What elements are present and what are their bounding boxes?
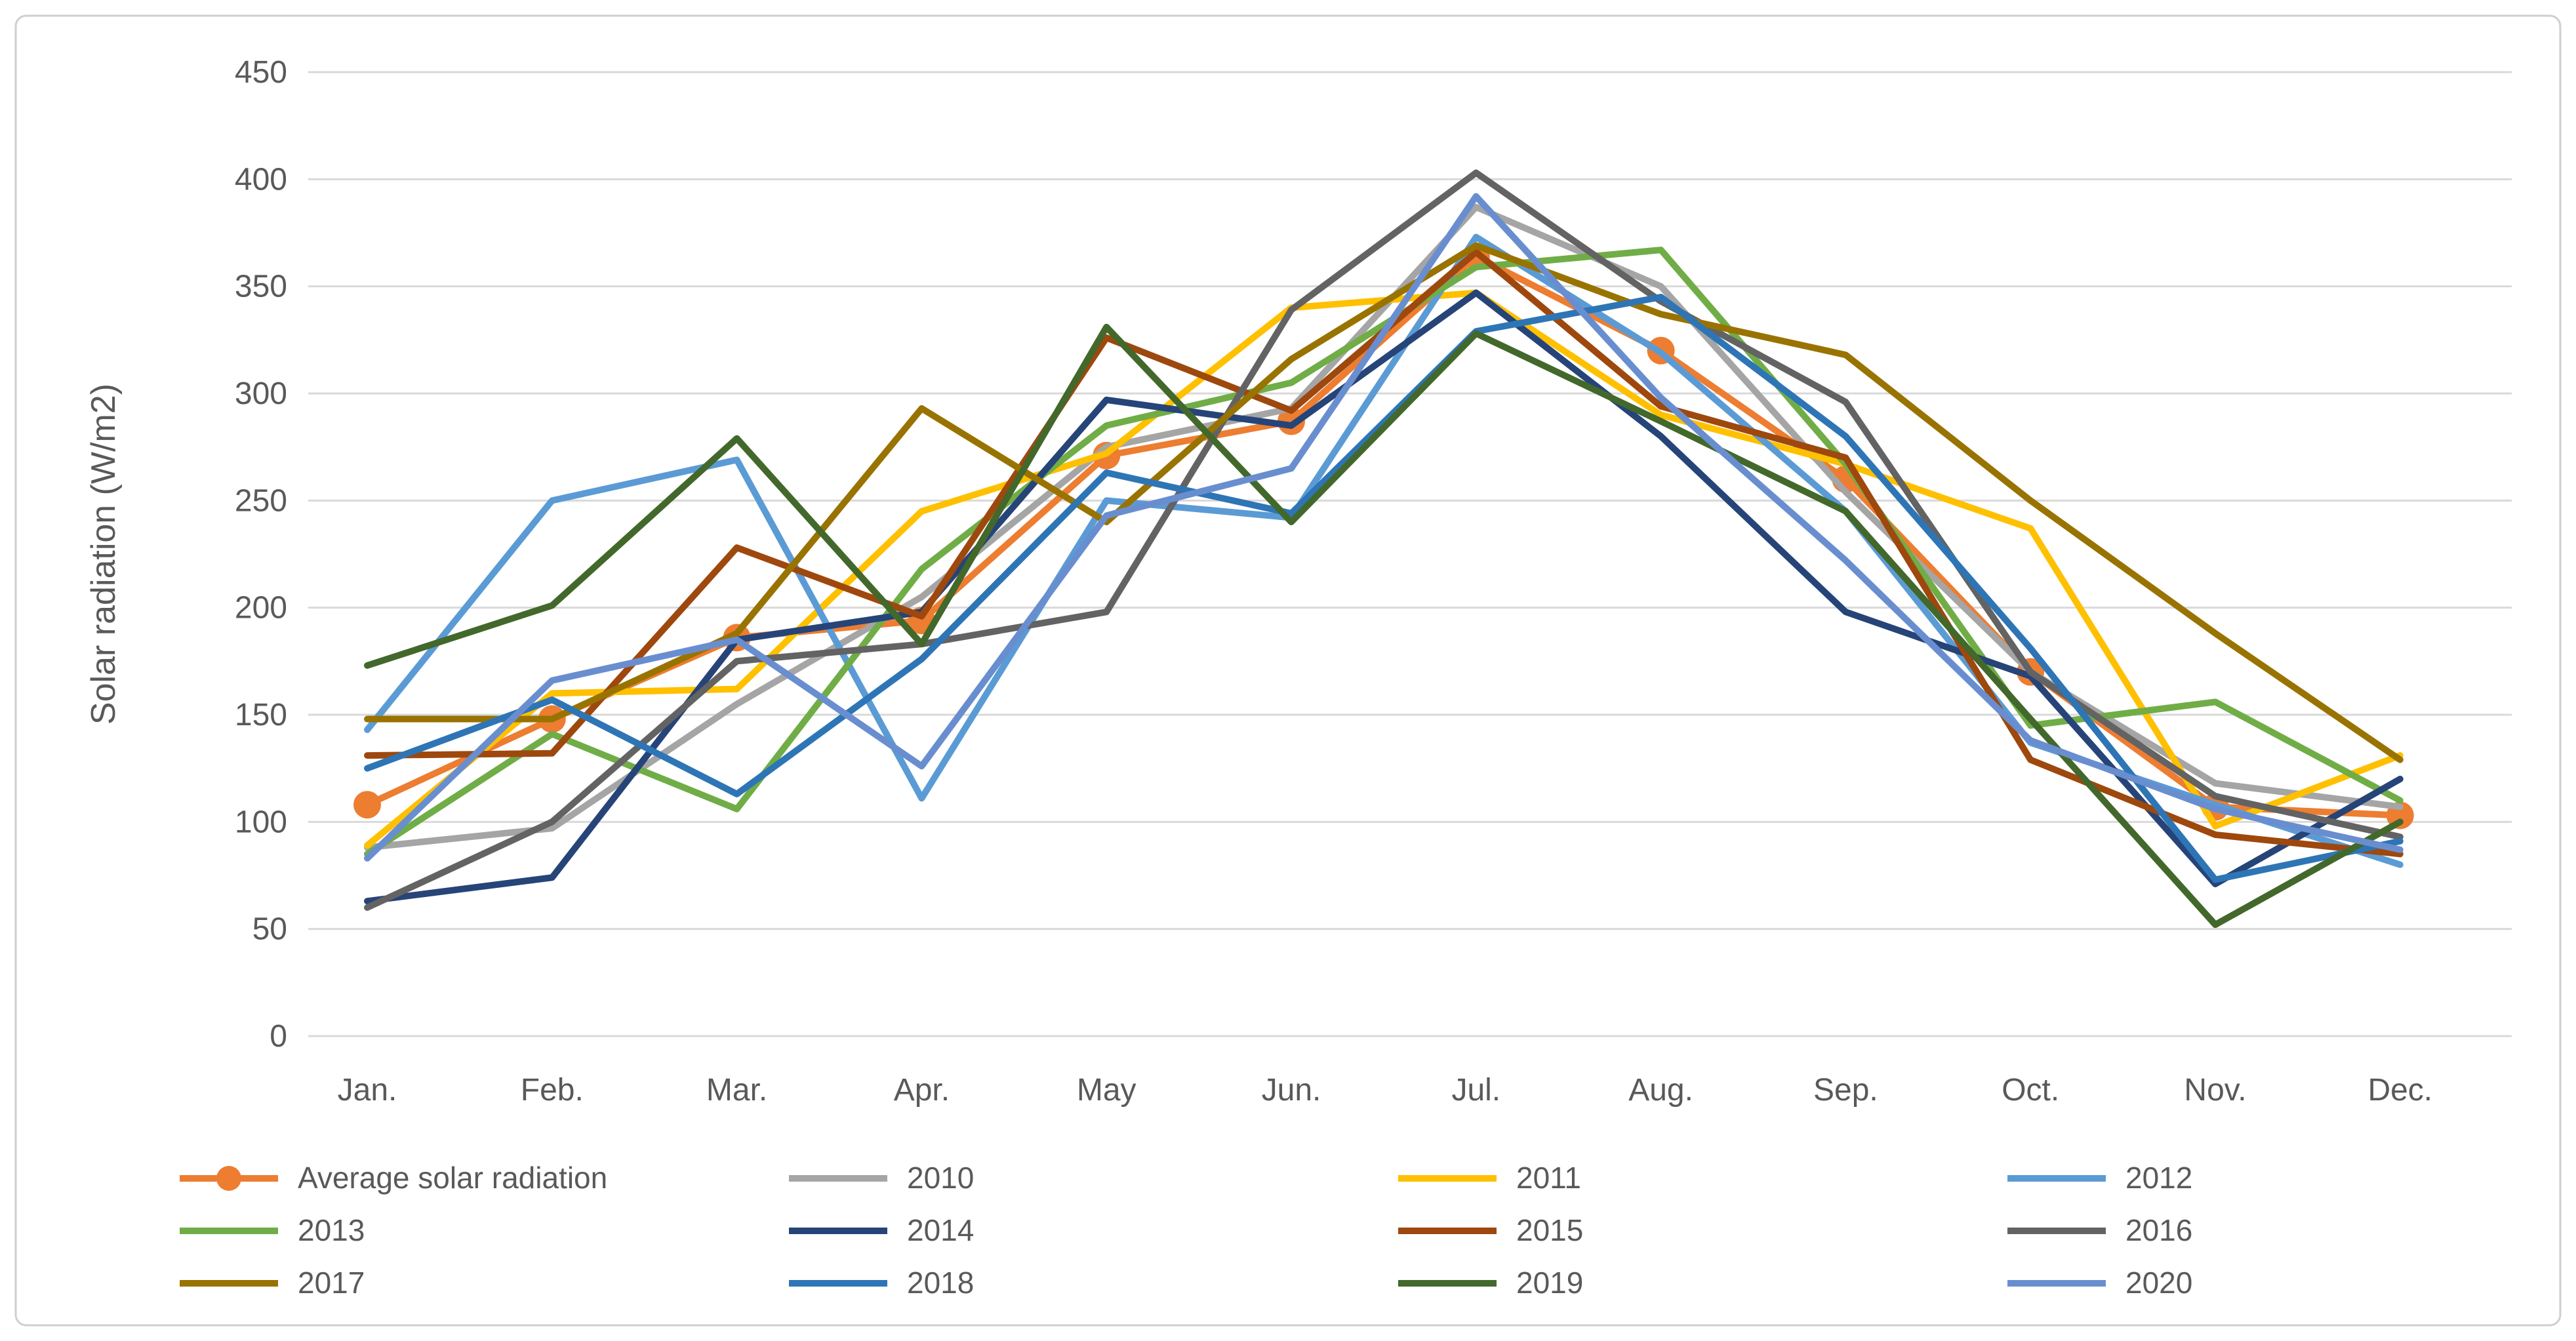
series-line-2014 <box>364 289 2404 905</box>
x-tick-label: May <box>1077 1073 1137 1108</box>
y-tick-label: 350 <box>235 270 287 304</box>
series-marker-average-solar-radiation <box>1278 407 1305 435</box>
legend-label-2019: 2019 <box>1516 1266 1583 1300</box>
x-tick-label: Dec. <box>2367 1073 2432 1108</box>
x-tick-label: Jul. <box>1451 1073 1500 1108</box>
legend-label-average-solar-radiation: Average solar radiation <box>298 1161 607 1195</box>
legend-label-2011: 2011 <box>1516 1161 1581 1195</box>
y-tick-label: 250 <box>235 483 287 518</box>
figure-border <box>14 14 2562 1327</box>
series-line-2013 <box>364 247 2404 858</box>
x-tick-label: Aug. <box>1628 1073 1693 1108</box>
x-tick-label: Oct. <box>2002 1073 2059 1108</box>
legend-label-2016: 2016 <box>2125 1213 2192 1247</box>
x-tick-label: Jun. <box>1262 1073 1321 1108</box>
legend-label-2012: 2012 <box>2125 1161 2192 1195</box>
series-line-2020 <box>364 193 2404 862</box>
y-tick-label: 50 <box>252 912 287 947</box>
y-tick-label: 400 <box>235 162 287 197</box>
y-tick-label: 450 <box>235 55 287 90</box>
series-line-2016 <box>364 169 2404 911</box>
legend-label-2014: 2014 <box>907 1213 974 1247</box>
legend-label-2015: 2015 <box>1516 1213 1583 1247</box>
y-tick-label: 200 <box>235 591 287 626</box>
legend-label-2018: 2018 <box>907 1266 974 1300</box>
legend-label-2020: 2020 <box>2125 1266 2192 1300</box>
y-tick-label: 300 <box>235 376 287 411</box>
y-tick-label: 100 <box>235 805 287 839</box>
y-axis-title: Solar radiation (W/m2) <box>85 384 123 725</box>
y-tick-label: 150 <box>235 698 287 732</box>
x-tick-label: Sep. <box>1813 1073 1878 1108</box>
series-line-2018 <box>364 294 2404 883</box>
y-tick-label: 0 <box>270 1019 287 1054</box>
legend-marker-average-solar-radiation <box>216 1166 241 1191</box>
series-marker-average-solar-radiation <box>353 791 381 819</box>
legend-label-2017: 2017 <box>298 1266 365 1300</box>
x-tick-label: Nov. <box>2184 1073 2246 1108</box>
x-tick-label: Jan. <box>338 1073 397 1108</box>
x-tick-label: Feb. <box>521 1073 584 1108</box>
legend-label-2013: 2013 <box>298 1213 365 1247</box>
x-tick-label: Mar. <box>706 1073 767 1108</box>
legend-label-2010: 2010 <box>907 1161 974 1195</box>
x-tick-label: Apr. <box>894 1073 950 1108</box>
